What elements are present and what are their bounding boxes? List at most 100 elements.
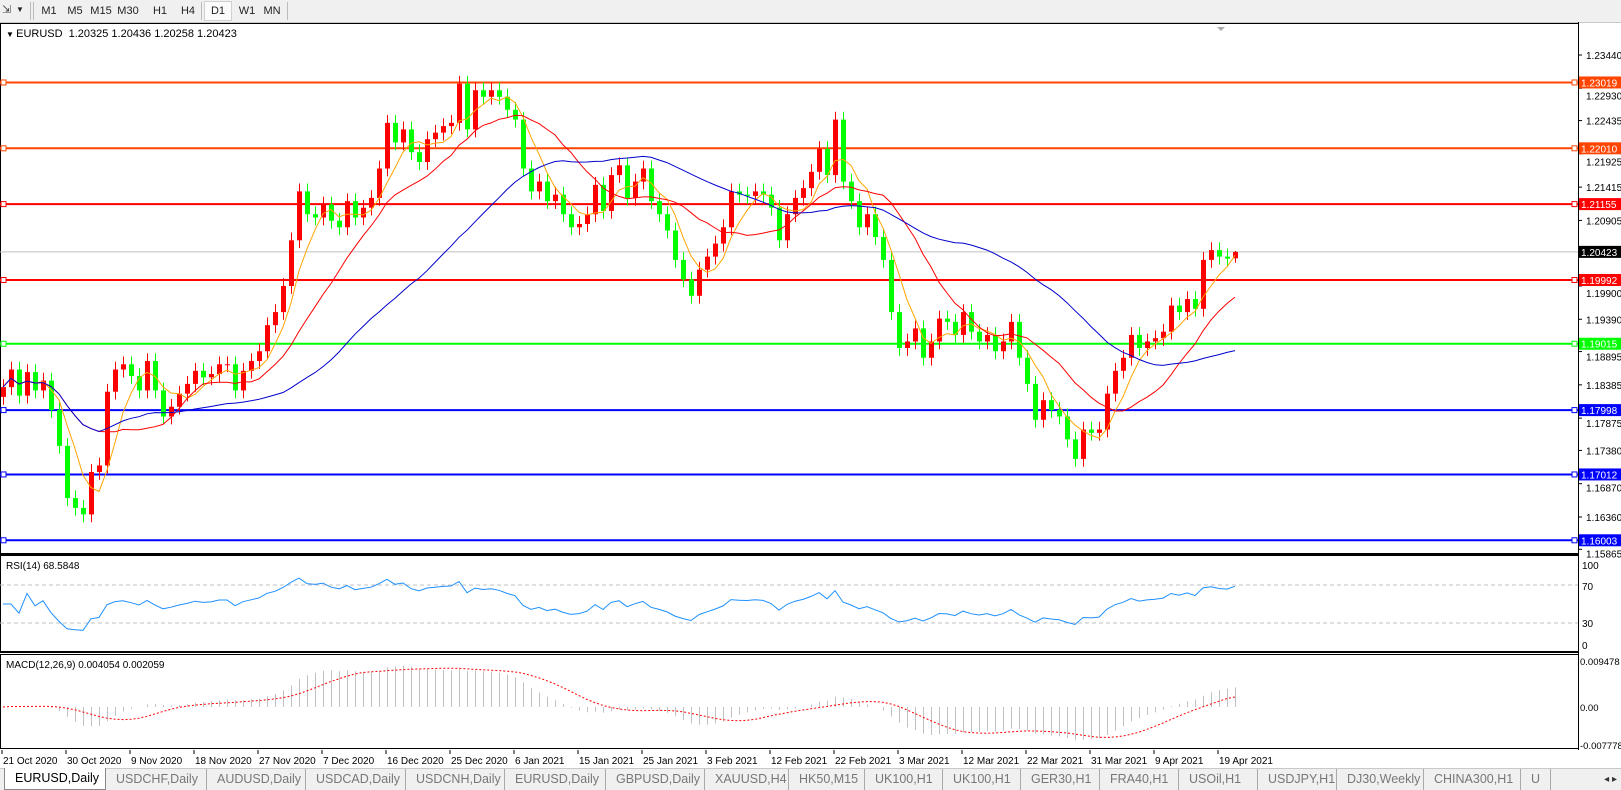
- timeframe-d1[interactable]: D1: [204, 1, 232, 21]
- candle-body: [17, 369, 22, 396]
- level-handle-icon[interactable]: [1571, 201, 1578, 208]
- chart-tab[interactable]: AUDUSD,Daily: [207, 769, 306, 790]
- level-price-label: 1.16003: [1581, 536, 1618, 547]
- chart-tab[interactable]: DJ30,Weekly: [1337, 769, 1424, 790]
- timeframe-w1[interactable]: W1: [238, 5, 256, 17]
- candle-body: [689, 279, 694, 296]
- rsi-label: RSI(14) 68.5848: [6, 561, 80, 572]
- chart-tab[interactable]: USDJPY,H1: [1258, 769, 1337, 790]
- level-handle-icon[interactable]: [1571, 340, 1578, 347]
- candle-body: [1113, 370, 1118, 394]
- price-tick-label: 1.21415: [1586, 183, 1621, 194]
- chart-tab[interactable]: USDCAD,Daily: [306, 769, 406, 790]
- chart-tab[interactable]: GER30,H1: [1021, 769, 1100, 790]
- level-handle-icon[interactable]: [0, 145, 7, 152]
- date-tick-label: 31 Mar 2021: [1091, 756, 1148, 767]
- candle-body: [1217, 250, 1222, 257]
- level-handle-icon[interactable]: [0, 407, 7, 414]
- level-handle-icon[interactable]: [1571, 407, 1578, 414]
- candle-body: [1193, 299, 1198, 309]
- candle-body: [97, 465, 102, 472]
- macd-pane[interactable]: [0, 654, 1579, 749]
- chart-tabs-bar: EURUSD,Daily USDCHF,Daily AUDUSD,Daily USDC…: [0, 768, 1621, 790]
- candle-body: [641, 168, 646, 182]
- chart-tab[interactable]: CHINA300,H1: [1424, 769, 1521, 790]
- timeframe-h4[interactable]: H4: [180, 5, 196, 17]
- tab-scroll-right-icon[interactable]: ▸: [1611, 774, 1617, 785]
- candle-body: [1025, 357, 1030, 384]
- chart-tab[interactable]: HK50,M15: [789, 769, 865, 790]
- candle-body: [649, 168, 654, 202]
- level-handle-icon[interactable]: [0, 537, 7, 544]
- chart-tab[interactable]: U: [1521, 769, 1551, 790]
- price-tick-label: 1.17380: [1586, 446, 1621, 457]
- candle-body: [561, 194, 566, 215]
- date-tick-label: 25 Jan 2021: [643, 756, 698, 767]
- chart-shift-marker-icon[interactable]: [1217, 27, 1225, 31]
- candle-body: [1201, 259, 1206, 309]
- candle-body: [585, 214, 590, 225]
- candle-body: [497, 90, 502, 97]
- candle-body: [161, 390, 166, 417]
- candle-body: [433, 132, 438, 140]
- candle-body: [49, 380, 54, 410]
- candle-body: [969, 312, 974, 332]
- candle-body: [1073, 439, 1078, 459]
- level-price-label: 1.17998: [1581, 406, 1618, 417]
- candle-body: [1033, 383, 1038, 420]
- date-tick-label: 12 Mar 2021: [963, 756, 1020, 767]
- level-handle-icon[interactable]: [0, 201, 7, 208]
- main-price-pane[interactable]: [0, 23, 1579, 554]
- candle-body: [873, 214, 878, 238]
- chart-tab[interactable]: GBPUSD,Daily: [606, 769, 705, 790]
- chart-tab[interactable]: USDCNH,Daily: [406, 769, 505, 790]
- date-tick-label: 21 Oct 2020: [3, 756, 58, 767]
- candle-body: [505, 96, 510, 110]
- date-tick-label: 15 Jan 2021: [579, 756, 634, 767]
- candle-body: [601, 184, 606, 211]
- candle-body: [137, 376, 142, 391]
- candle-body: [825, 148, 830, 176]
- draw-tools-icon[interactable]: ⇲: [2, 4, 12, 16]
- chart-tab[interactable]: EURUSD,Daily: [4, 768, 106, 790]
- candle-body: [321, 204, 326, 218]
- ma-fast-line: [2, 96, 1236, 493]
- chart-tab[interactable]: XAUUSD,H4: [705, 769, 789, 790]
- level-handle-icon[interactable]: [1571, 79, 1578, 86]
- level-handle-icon[interactable]: [1571, 145, 1578, 152]
- level-handle-icon[interactable]: [0, 276, 7, 283]
- timeframe-mn[interactable]: MN: [263, 5, 281, 17]
- level-handle-icon[interactable]: [1571, 471, 1578, 478]
- timeframe-m5[interactable]: M5: [67, 5, 83, 17]
- level-handle-icon[interactable]: [1571, 537, 1578, 544]
- chart-tab[interactable]: EURUSD,Daily: [505, 769, 606, 790]
- tab-scroll-left-icon[interactable]: ◂: [1604, 774, 1610, 785]
- level-handle-icon[interactable]: [0, 79, 7, 86]
- candle-body: [1009, 321, 1014, 342]
- timeframe-m15[interactable]: M15: [90, 5, 112, 17]
- timeframe-m1[interactable]: M1: [41, 5, 57, 17]
- level-handle-icon[interactable]: [0, 471, 7, 478]
- timeframe-m30[interactable]: M30: [117, 5, 139, 17]
- candle-body: [377, 168, 382, 198]
- chart-tab[interactable]: USOil,H1: [1179, 769, 1258, 790]
- date-tick-label: 30 Oct 2020: [67, 756, 122, 767]
- candle-body: [729, 191, 734, 228]
- level-price-label: 1.21155: [1581, 200, 1617, 211]
- level-handle-icon[interactable]: [0, 340, 7, 347]
- chart-tab[interactable]: UK100,H1: [865, 769, 943, 790]
- price-tick-label: 1.18895: [1586, 353, 1621, 364]
- chart-tab[interactable]: USDCHF,Daily: [106, 769, 207, 790]
- candle-body: [257, 351, 262, 362]
- candle-body: [217, 364, 222, 375]
- dropdown-arrow-icon[interactable]: ▼: [16, 5, 24, 14]
- date-tick-label: 9 Nov 2020: [131, 756, 183, 767]
- candle-body: [305, 191, 310, 215]
- timeframe-h1[interactable]: H1: [152, 5, 168, 17]
- price-tick-label: 1.23440: [1586, 51, 1621, 62]
- chart-tab[interactable]: UK100,H1: [943, 769, 1021, 790]
- candle-body: [489, 90, 494, 97]
- chart-window[interactable]: ▼ EURUSD 1.20325 1.20436 1.20258 1.20423 1…: [0, 22, 1621, 768]
- level-handle-icon[interactable]: [1571, 276, 1578, 283]
- chart-tab[interactable]: FRA40,H1: [1100, 769, 1179, 790]
